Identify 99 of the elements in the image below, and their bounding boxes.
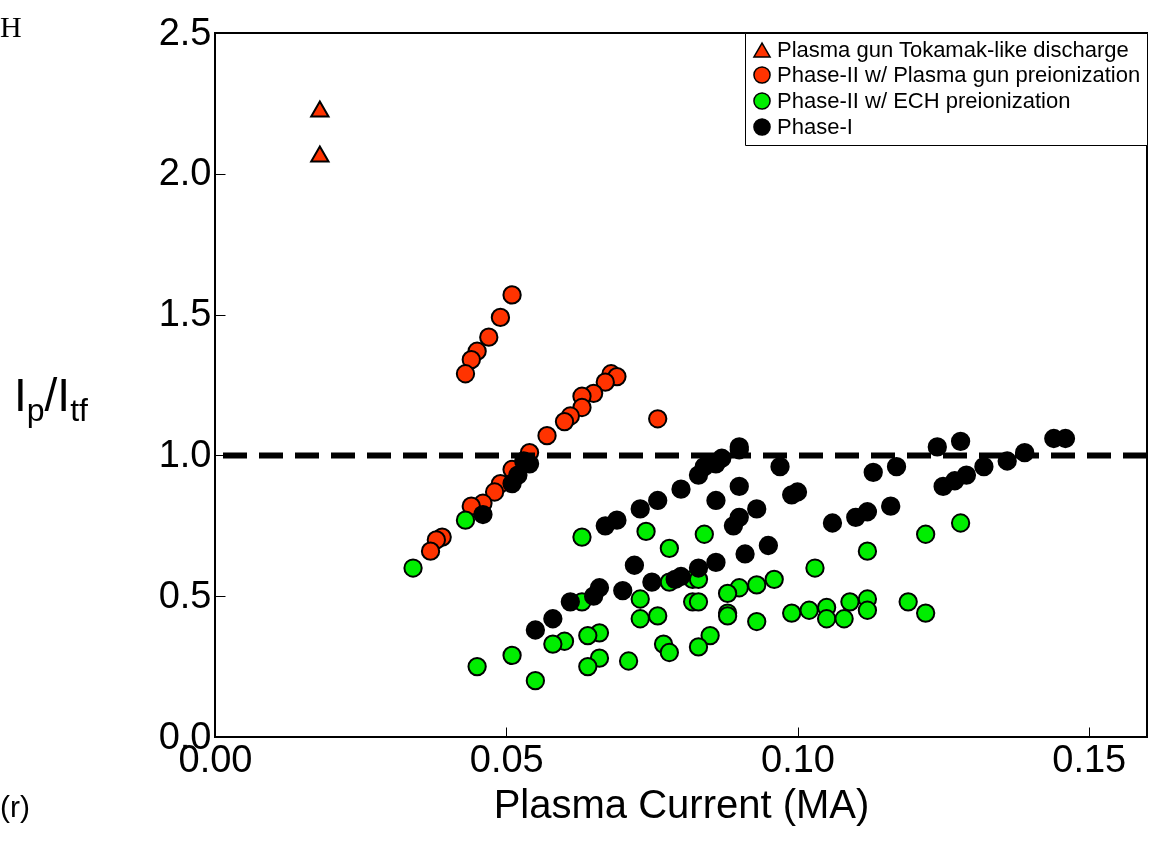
point — [950, 431, 971, 451]
x-tick-label: 0.15 — [1052, 737, 1127, 780]
point — [310, 145, 330, 163]
point — [525, 620, 546, 640]
point — [857, 541, 878, 561]
point — [607, 510, 627, 530]
point — [758, 535, 779, 556]
point — [502, 645, 522, 665]
point — [502, 473, 522, 494]
point — [671, 566, 691, 587]
point — [473, 504, 493, 525]
point — [822, 513, 843, 533]
text: (r) — [0, 790, 30, 824]
point — [782, 603, 802, 623]
y-tick-label: 2.5 — [158, 10, 212, 53]
point — [543, 609, 563, 629]
point — [554, 411, 575, 432]
point — [735, 544, 755, 564]
point — [484, 482, 505, 502]
point — [583, 586, 604, 606]
point — [455, 364, 476, 384]
point — [840, 592, 860, 612]
point — [688, 592, 709, 612]
point — [572, 527, 592, 547]
y-tick-label: 1.5 — [158, 292, 212, 335]
point — [717, 583, 738, 604]
y-tick-label: 2.0 — [158, 151, 212, 194]
x-tick-label: 0.10 — [761, 737, 835, 780]
point — [630, 609, 650, 629]
point — [863, 462, 883, 482]
point — [997, 451, 1017, 471]
point — [694, 457, 714, 477]
x-tick-label: 0.05 — [469, 737, 544, 780]
point — [816, 609, 837, 629]
point — [950, 513, 971, 533]
point — [671, 479, 691, 499]
point — [624, 555, 645, 575]
point — [648, 490, 668, 511]
point — [578, 625, 598, 646]
legend-label: Plasma gun Tokamak-like discharge — [777, 37, 1129, 62]
point — [706, 490, 726, 511]
point — [455, 510, 476, 530]
point — [747, 611, 767, 632]
point — [956, 465, 977, 485]
point — [834, 609, 854, 629]
point — [857, 502, 878, 522]
point — [747, 575, 767, 595]
point — [723, 516, 744, 536]
point — [613, 580, 633, 601]
point — [467, 656, 487, 677]
point — [747, 499, 767, 519]
point — [543, 634, 563, 654]
point — [310, 100, 330, 118]
point — [630, 589, 650, 609]
point — [770, 457, 790, 477]
point — [537, 426, 557, 446]
point — [479, 327, 499, 347]
point — [642, 572, 662, 592]
point — [915, 603, 936, 623]
point — [659, 642, 680, 663]
text: H — [0, 10, 22, 44]
point — [974, 457, 994, 477]
point — [648, 606, 668, 626]
point — [898, 592, 918, 612]
point — [881, 496, 901, 516]
point — [490, 307, 511, 328]
point — [915, 524, 936, 544]
point — [787, 482, 808, 502]
x-axis-title: Plasma Current (MA) — [493, 781, 870, 826]
point — [886, 457, 907, 477]
point — [525, 671, 546, 691]
y-tick-label: 1.0 — [158, 432, 212, 475]
point — [706, 552, 726, 573]
legend-label: Phase-II w/ Plasma gun preionization — [777, 62, 1141, 87]
point — [927, 437, 947, 457]
point — [729, 476, 749, 497]
y-axis-title: I$_{p}$/I$_{tf}$ — [14, 368, 88, 430]
point — [688, 637, 709, 657]
point — [805, 558, 825, 578]
point — [648, 409, 668, 429]
point — [764, 569, 784, 589]
point — [688, 558, 709, 578]
point — [595, 372, 615, 392]
point — [659, 538, 680, 558]
y-tick-label: 0.5 — [158, 573, 212, 616]
point — [502, 285, 522, 305]
point — [560, 592, 580, 612]
point — [618, 651, 639, 671]
legend-label: Phase-II w/ ECH preionization — [777, 88, 1071, 113]
point — [700, 625, 720, 646]
point — [630, 499, 650, 519]
point — [578, 656, 598, 677]
point — [694, 524, 714, 544]
point — [403, 558, 423, 578]
point — [420, 541, 441, 561]
point — [857, 600, 878, 620]
legend-label: Phase-I — [777, 114, 853, 139]
point — [799, 600, 819, 620]
point — [636, 521, 656, 542]
